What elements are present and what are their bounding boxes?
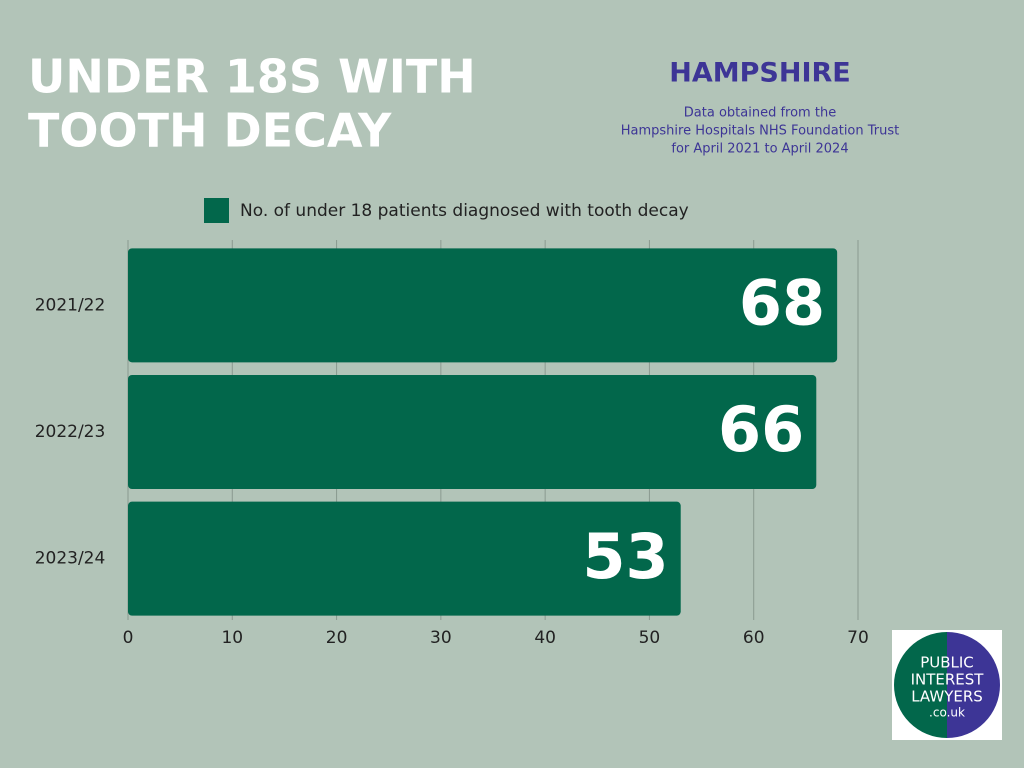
note: Hampshire Hospitals NHS Foundation Trust [621, 124, 899, 139]
logo-text: LAWYERS [911, 688, 983, 706]
data-label: 66 [718, 393, 804, 466]
chart-title: UNDER 18S WITH [28, 50, 476, 104]
data-label: 68 [739, 266, 825, 339]
x-tick-label: 0 [123, 628, 134, 648]
y-tick-label: 2023/24 [35, 549, 106, 569]
legend-label: No. of under 18 patients diagnosed with … [240, 201, 689, 221]
x-tick-label: 70 [847, 628, 869, 648]
x-tick-label: 40 [534, 628, 556, 648]
y-tick-label: 2022/23 [35, 422, 106, 442]
bar [128, 501, 681, 616]
x-tick-label: 10 [221, 628, 243, 648]
x-tick-label: 20 [326, 628, 348, 648]
logo-text: INTEREST [911, 671, 985, 689]
note: Data obtained from the [684, 106, 836, 121]
chart-title: TOOTH DECAY [28, 104, 392, 158]
logo: PUBLIC INTEREST LAWYERS .co.uk [892, 630, 1002, 740]
bar [128, 375, 817, 489]
logo-text: PUBLIC [920, 654, 974, 672]
x-tick-label: 50 [639, 628, 661, 648]
bar [128, 248, 838, 363]
data-label: 53 [582, 520, 668, 593]
legend-swatch [204, 198, 229, 223]
subtitle: HAMPSHIRE [669, 58, 850, 89]
note: for April 2021 to April 2024 [671, 142, 848, 157]
y-tick-label: 2021/22 [35, 295, 106, 315]
logo-text: .co.uk [929, 706, 965, 720]
x-tick-label: 60 [743, 628, 765, 648]
x-tick-label: 30 [430, 628, 452, 648]
